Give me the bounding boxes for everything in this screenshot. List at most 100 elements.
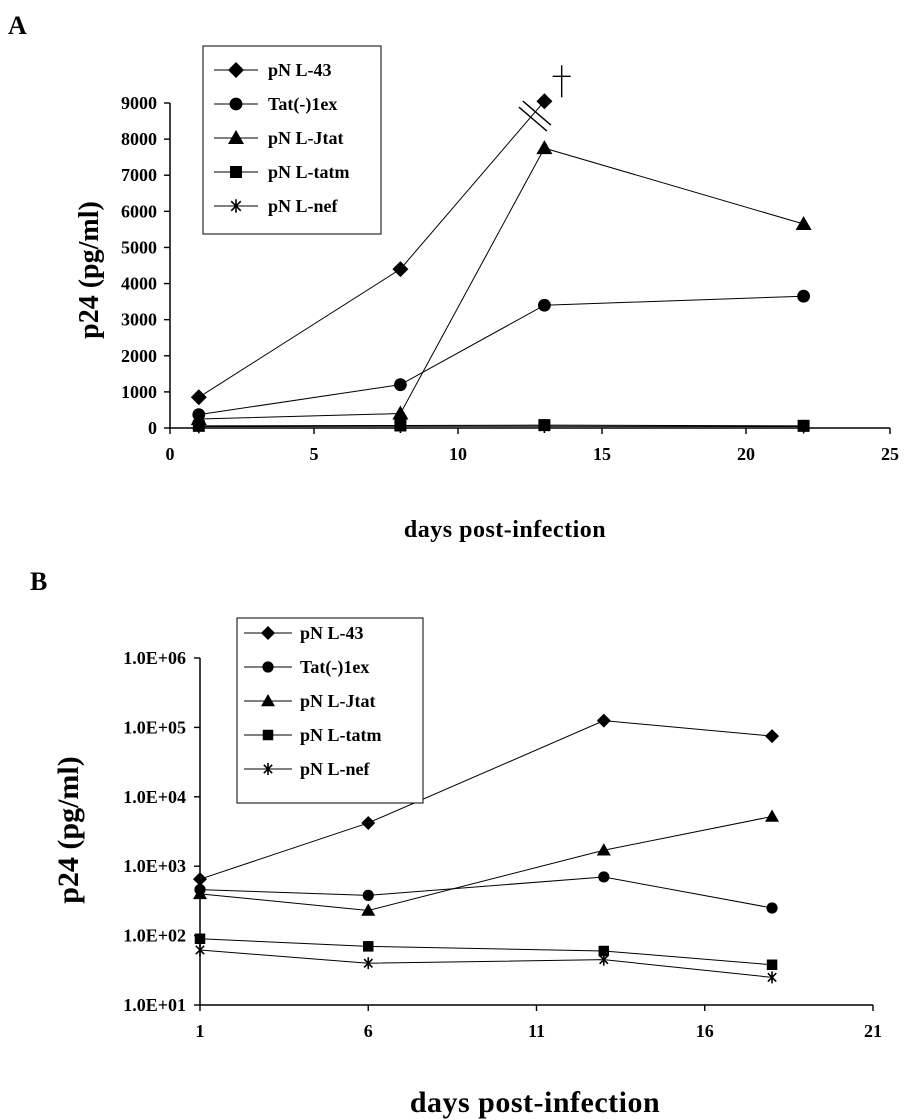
legend-label: pN L-43 [268, 60, 332, 80]
x-axis-title: days post-infection [404, 517, 606, 543]
data-point [598, 945, 610, 957]
x-tick-label: 11 [528, 1021, 545, 1041]
data-point [363, 957, 373, 970]
y-tick-label: 3000 [121, 310, 157, 330]
series-pn-l-jtat [193, 809, 780, 916]
x-axis-title: days post-infection [410, 1086, 660, 1119]
axis-break-mark [518, 100, 552, 132]
data-point [361, 815, 376, 830]
legend-marker [228, 130, 244, 144]
data-point [395, 419, 406, 433]
legend-marker [262, 729, 274, 741]
legend-entry-pn-l-tatm: pN L-tatm [244, 725, 382, 745]
data-point [599, 953, 609, 966]
y-tick-label: 0 [148, 418, 157, 438]
series-tat-1ex [192, 289, 810, 422]
legend-label: pN L-nef [268, 196, 339, 216]
data-point [394, 378, 407, 392]
data-point [598, 871, 610, 883]
y-tick-label: 8000 [121, 129, 157, 149]
y-tick-label: 1.0E+02 [123, 926, 186, 946]
data-point [798, 419, 809, 434]
y-tick-label: 1.0E+04 [123, 787, 186, 807]
series-line [198, 424, 804, 427]
legend-entry-pn-l-43: pN L-43 [214, 60, 332, 80]
series-pn-l-tatm [194, 933, 778, 971]
y-tick-label: 1.0E+03 [123, 856, 186, 876]
legend-entry-pn-l-43: pN L-43 [244, 623, 364, 643]
data-point [596, 843, 611, 856]
legend-label: Tat(-)1ex [300, 657, 369, 678]
data-point [190, 389, 207, 406]
legend-entry-pn-l-jtat: pN L-Jtat [244, 691, 376, 711]
y-tick-label: 1000 [121, 382, 157, 402]
legend-entry-pn-l-tatm: pN L-tatm [214, 162, 350, 182]
legend-marker [230, 199, 242, 213]
x-tick-label: 1 [196, 1021, 205, 1041]
data-point [795, 215, 812, 230]
series-pn-l-jtat [190, 140, 812, 425]
data-point [361, 903, 376, 916]
legend-marker [262, 661, 274, 673]
legend-marker [230, 166, 242, 178]
legend-entry-pn-l-jtat: pN L-Jtat [214, 128, 344, 148]
panel-b: B 1.0E+01 1.0E+02 1.0E+03 1.0E+04 1.0E+05 1.0… [30, 567, 882, 1119]
y-tick-label: 2000 [121, 346, 157, 366]
data-point [765, 729, 780, 744]
legend-label: pN L-Jtat [268, 128, 344, 148]
data-point [766, 902, 778, 914]
y-tick-label: 5000 [121, 237, 157, 257]
x-tick-label: 25 [881, 444, 899, 464]
data-point [362, 889, 374, 901]
axes: 0 1000 2000 3000 4000 5000 6000 7000 8000 9000 0 5 1… [121, 93, 899, 464]
x-tick-label: 21 [864, 1021, 882, 1041]
dagger-mark [552, 65, 571, 98]
y-axis-title: p24 (pg/ml) [74, 201, 105, 339]
data-point [766, 959, 778, 971]
data-point [536, 93, 553, 110]
series-line [199, 876, 773, 909]
legend: pN L-43 Tat(-)1ex pN L-Jtat pN L-tatm pN L-n… [236, 617, 424, 804]
data-point [193, 872, 207, 887]
data-point [765, 809, 780, 822]
data-point [536, 140, 553, 155]
series-pn-l-nef [193, 419, 809, 434]
y-tick-label: 1.0E+06 [123, 648, 186, 668]
break-stroke [522, 100, 552, 126]
data-point [539, 419, 550, 433]
data-point [797, 289, 810, 303]
y-tick-label: 1.0E+01 [123, 995, 186, 1015]
legend-label: Tat(-)1ex [268, 94, 337, 115]
y-tick-label: 9000 [121, 93, 157, 113]
legend-marker [228, 62, 244, 78]
series-line [199, 720, 773, 880]
x-tick-label: 20 [737, 444, 755, 464]
legend-marker [261, 694, 275, 707]
y-tick-label: 7000 [121, 165, 157, 185]
data-point [767, 971, 777, 984]
data-point [194, 933, 206, 945]
series-pn-l-tatm [192, 419, 810, 432]
series-pn-l-43 [190, 93, 553, 406]
x-tick-label: 16 [696, 1021, 714, 1041]
x-tick-label: 15 [593, 444, 611, 464]
break-stroke [518, 106, 548, 132]
legend-entry-tat-1ex: Tat(-)1ex [214, 94, 337, 115]
legend-label: pN L-nef [300, 759, 371, 779]
legend-marker [261, 626, 275, 640]
series-line [199, 938, 773, 966]
data-point [596, 713, 611, 728]
x-tick-label: 10 [449, 444, 467, 464]
panel-letter-b: B [30, 567, 47, 596]
legend-marker [263, 763, 273, 775]
y-tick-label: 6000 [121, 201, 157, 221]
data-point [392, 261, 409, 278]
series-line [199, 949, 773, 978]
data-point [538, 298, 551, 312]
y-axis-title: p24 (pg/ml) [52, 756, 85, 904]
legend: pN L-43 Tat(-)1ex pN L-Jtat pN L-tatm pN L-n… [202, 45, 382, 235]
x-tick-label: 6 [364, 1021, 373, 1041]
data-point [193, 419, 205, 434]
legend-label: pN L-43 [300, 623, 364, 643]
